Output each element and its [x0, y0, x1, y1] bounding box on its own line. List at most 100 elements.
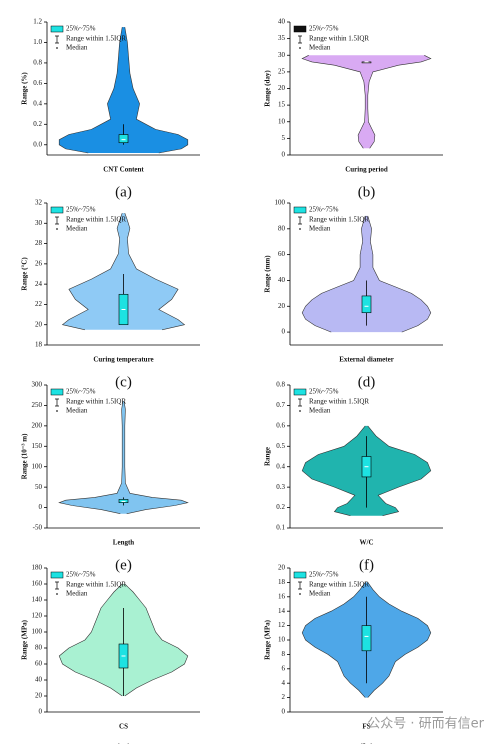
violin-right	[124, 27, 189, 154]
y-tick-label: 50	[35, 483, 43, 491]
y-tick-label: 200	[32, 421, 43, 429]
legend-label: Median	[66, 590, 88, 598]
panel-label: (f)	[359, 557, 374, 573]
y-tick-label: 0.6	[276, 421, 285, 429]
legend-label: Median	[66, 44, 88, 52]
y-tick-label: 0	[282, 151, 286, 159]
y-tick-label: 0.4	[33, 99, 42, 107]
legend-label: Range within 1.5IQR	[66, 581, 126, 589]
legend-label: 25%~75%	[66, 388, 96, 396]
y-tick-label: 160	[32, 580, 43, 588]
legend-label: Range within 1.5IQR	[66, 216, 126, 224]
y-axis-label: Range (10⁻³ m)	[21, 433, 29, 480]
y-tick-label: 0	[282, 328, 286, 336]
y-tick-label: 30	[35, 219, 43, 227]
panel-label: (d)	[358, 374, 376, 390]
violin-right	[367, 425, 432, 516]
y-tick-label: 25	[278, 67, 286, 75]
violin-right	[367, 582, 432, 698]
y-tick-label: 0.5	[276, 442, 285, 450]
legend-label: 25%~75%	[66, 25, 96, 33]
panel-label: (c)	[115, 374, 132, 390]
violin-right	[367, 215, 432, 333]
legend-label: 25%~75%	[309, 388, 339, 396]
x-axis-label: Curing temperature	[93, 356, 153, 364]
y-tick-label: 15	[278, 101, 286, 109]
y-tick-label: 1.2	[33, 18, 42, 26]
y-tick-label: 0	[282, 708, 286, 716]
panel-label: (h)	[358, 741, 376, 744]
legend-swatch	[293, 571, 307, 579]
y-tick-label: 0.2	[276, 503, 285, 511]
y-tick-label: 14	[278, 607, 286, 615]
legend-whisker	[298, 398, 302, 407]
x-axis-label: Length	[113, 539, 135, 547]
y-tick-label: 20	[278, 302, 286, 310]
y-axis-label: Range (day)	[264, 70, 272, 107]
y-tick-label: 24	[35, 280, 43, 288]
y-tick-label: 0.8	[33, 59, 42, 67]
y-tick-label: 32	[35, 199, 43, 207]
legend-whisker	[55, 581, 59, 590]
y-tick-label: 22	[35, 300, 43, 308]
y-axis-label: Range (MPa)	[264, 619, 272, 660]
violin-left	[301, 425, 366, 516]
violin-fill	[59, 27, 188, 154]
violin-left	[301, 55, 366, 149]
legend-label: Median	[309, 407, 331, 415]
legend-whisker	[298, 35, 302, 44]
panel-label: (e)	[115, 557, 132, 573]
legend-swatch	[293, 25, 307, 33]
legend-swatch	[293, 388, 307, 396]
legend-whisker	[298, 581, 302, 590]
y-tick-label: 16	[278, 592, 286, 600]
x-axis-label: CS	[119, 723, 128, 731]
y-tick-label: 60	[278, 250, 286, 258]
legend-label: Median	[309, 590, 331, 598]
y-axis-label: Range (%)	[21, 72, 29, 105]
y-tick-label: 300	[32, 381, 43, 389]
legend-label: Median	[66, 407, 88, 415]
y-tick-label: 5	[282, 134, 286, 142]
y-tick-label: 0.6	[33, 79, 42, 87]
legend-median	[299, 47, 301, 49]
violin-fill	[62, 213, 185, 330]
legend-whisker	[298, 216, 302, 225]
x-axis-label: Curing period	[345, 166, 388, 174]
violin-left	[301, 215, 366, 333]
y-tick-label: 0	[39, 708, 43, 716]
legend-whisker	[55, 398, 59, 407]
y-tick-label: 0.8	[276, 381, 285, 389]
y-tick-label: 20	[35, 692, 43, 700]
y-tick-label: 40	[278, 18, 286, 26]
legend-median	[299, 593, 301, 595]
y-tick-label: 100	[32, 462, 43, 470]
legend-median	[56, 410, 58, 412]
violin-right	[367, 55, 432, 149]
y-tick-label: 150	[32, 442, 43, 450]
legend-median	[299, 410, 301, 412]
y-tick-label: 0.2	[33, 120, 42, 128]
y-tick-label: 20	[278, 564, 286, 572]
y-tick-label: 0.4	[276, 462, 285, 470]
y-tick-label: 180	[32, 564, 43, 572]
y-tick-label: 0	[39, 503, 43, 511]
y-tick-label: 28	[35, 239, 43, 247]
legend-median	[56, 228, 58, 230]
legend-median	[299, 228, 301, 230]
y-tick-label: 80	[35, 644, 43, 652]
violin-fill	[302, 55, 431, 149]
legend-swatch	[50, 571, 64, 579]
iqr-box	[118, 134, 129, 144]
legend-label: Range within 1.5IQR	[66, 398, 126, 406]
y-tick-label: 4	[282, 679, 286, 687]
legend-label: Median	[66, 225, 88, 233]
y-tick-label: 12	[278, 621, 286, 629]
iqr-box	[361, 625, 372, 652]
x-axis-label: W/C	[360, 539, 374, 547]
violin-right	[124, 212, 186, 331]
iqr-box	[361, 295, 372, 314]
y-axis-label: Range (°C)	[21, 257, 29, 291]
violin-fill	[59, 401, 188, 514]
